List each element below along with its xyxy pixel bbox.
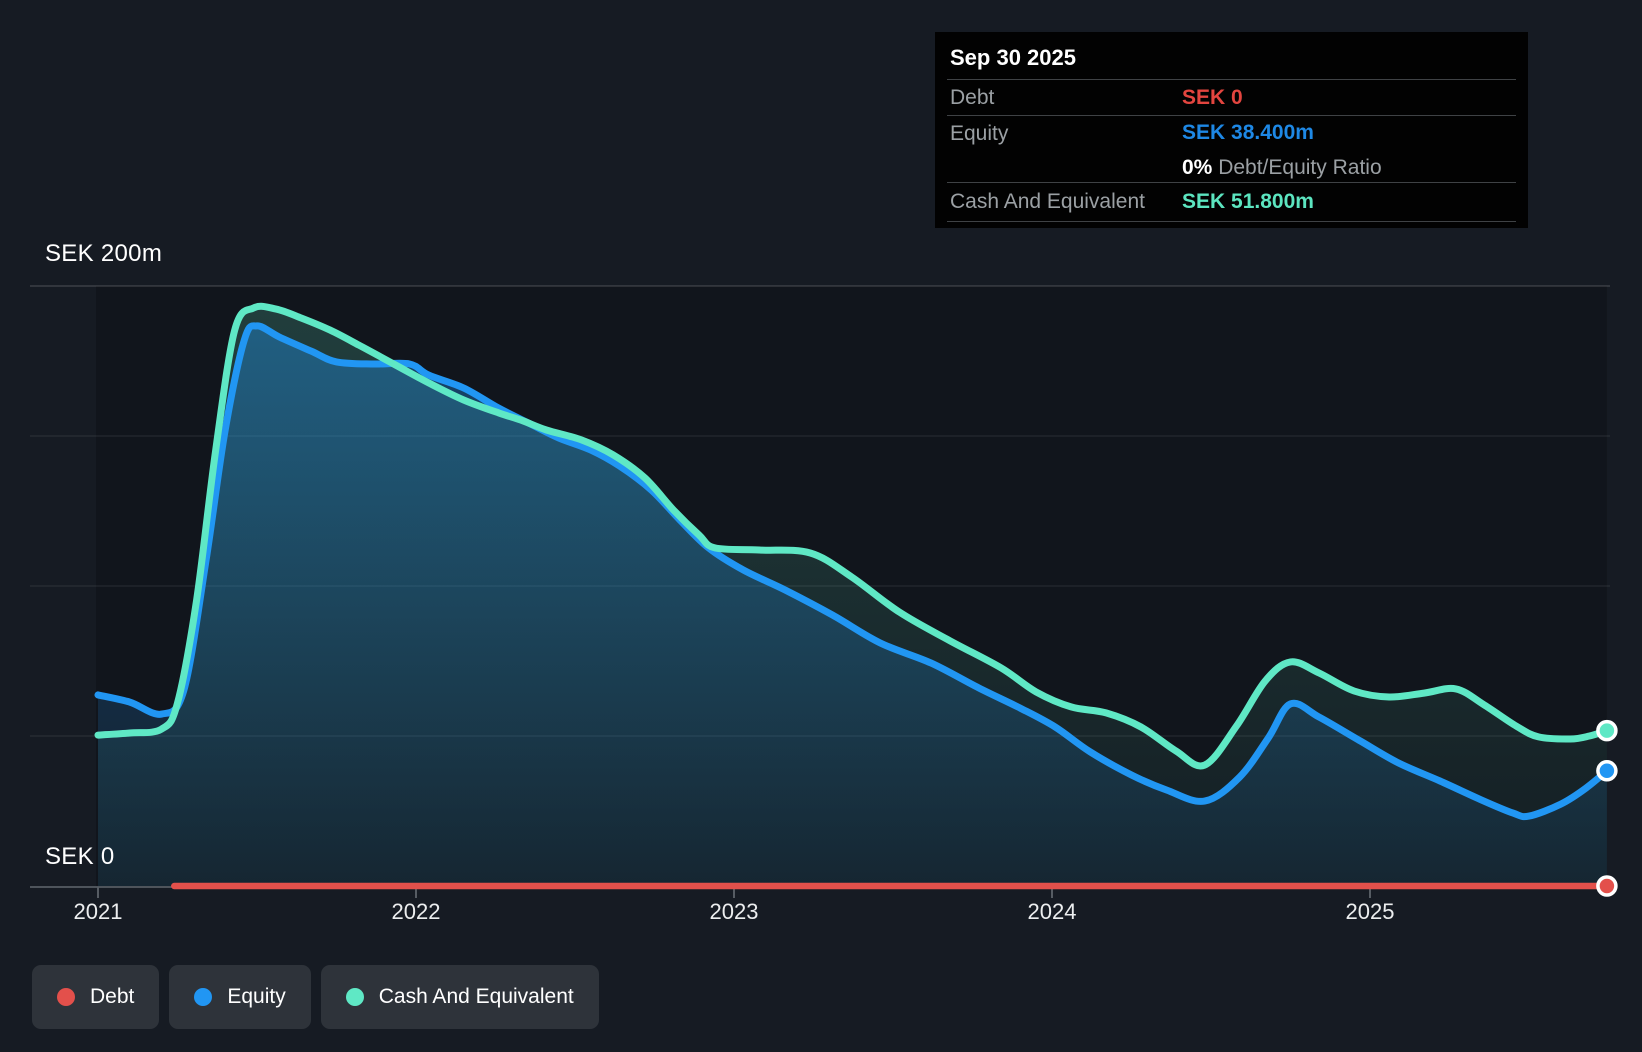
legend-item-debt[interactable]: Debt: [32, 965, 160, 1029]
cash-label: Cash And Equivalent: [950, 190, 1145, 213]
cash-dot-icon: [345, 988, 364, 1006]
equity-area: [98, 325, 1607, 887]
legend-label: Equity: [227, 985, 286, 1008]
ratio-label: Debt/Equity Ratio: [1218, 156, 1382, 179]
tooltip-row-debt: Debt SEK 0: [947, 79, 1516, 115]
cash-value: SEK 51.800m: [1182, 190, 1314, 213]
equity-label: Equity: [950, 122, 1009, 145]
debt-end-marker[interactable]: [1596, 875, 1618, 897]
x-axis-label: 2025: [1345, 899, 1395, 924]
cash-and-equivalent-end-marker[interactable]: [1596, 719, 1618, 742]
tooltip-date: Sep 30 2025: [950, 45, 1076, 70]
debt-equity-ratio: 0% Debt/Equity Ratio: [1182, 156, 1382, 180]
x-axis-label: 2021: [73, 899, 123, 924]
y-axis-label-zero: SEK 0: [45, 843, 115, 870]
debt-dot-icon: [57, 988, 75, 1006]
x-axis-label: 2023: [709, 899, 759, 924]
y-axis-label-max: SEK 200m: [45, 240, 163, 267]
x-axis-label: 2022: [391, 899, 441, 924]
ratio-value: 0%: [1182, 156, 1213, 179]
equity-dot-icon: [194, 988, 213, 1006]
tooltip-row-cash: Cash And Equivalent SEK 51.800m: [947, 182, 1516, 222]
equity-end-marker[interactable]: [1596, 760, 1618, 782]
cash-and-equivalent-line: [94, 302, 1611, 770]
chart-tooltip: Sep 30 2025 Debt SEK 0 Equity SEK 38.400…: [935, 32, 1528, 228]
x-axis-label: 2024: [1027, 899, 1077, 924]
equity-value: SEK 38.400m: [1182, 121, 1314, 144]
legend-label: Debt: [90, 985, 135, 1008]
debt-label: Debt: [950, 85, 995, 109]
legend-item-cash[interactable]: Cash And Equivalent: [320, 965, 599, 1029]
tooltip-row-equity: Equity SEK 38.400m 0% Debt/Equity Ratio: [947, 115, 1516, 182]
chart-legend: Debt Equity Cash And Equivalent: [32, 965, 599, 1029]
equity-line: [94, 322, 1611, 821]
debt-value: SEK 0: [1182, 85, 1243, 109]
legend-label: Cash And Equivalent: [378, 985, 574, 1008]
legend-item-equity[interactable]: Equity: [169, 965, 311, 1029]
